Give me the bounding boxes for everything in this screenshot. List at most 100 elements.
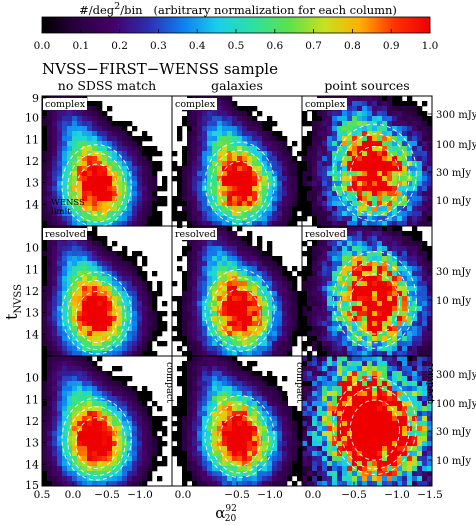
- heatmap-cell: [57, 166, 62, 171]
- heatmap-cell: [152, 401, 157, 406]
- heatmap-cell: [367, 331, 372, 336]
- heatmap-cell: [132, 191, 137, 196]
- heatmap-cell: [242, 131, 247, 136]
- heatmap-cell: [72, 386, 77, 391]
- heatmap-cell: [207, 131, 212, 136]
- heatmap-cell: [122, 406, 127, 411]
- heatmap-cell: [237, 206, 242, 211]
- heatmap-cell: [417, 261, 422, 266]
- heatmap-cell: [352, 241, 357, 246]
- heatmap-cell: [187, 346, 192, 351]
- heatmap-cell: [87, 411, 92, 416]
- heatmap-cell: [407, 151, 412, 156]
- heatmap-cell: [337, 121, 342, 126]
- heatmap-cell: [117, 271, 122, 276]
- heatmap-cell: [312, 356, 317, 361]
- heatmap-cell: [112, 291, 117, 296]
- heatmap-cell: [47, 111, 52, 116]
- heatmap-cell: [102, 176, 107, 181]
- heatmap-cell: [392, 136, 397, 141]
- heatmap-cell: [347, 136, 352, 141]
- heatmap-cell: [397, 376, 402, 381]
- heatmap-cell: [327, 406, 332, 411]
- heatmap-cell: [382, 286, 387, 291]
- heatmap-cell: [77, 356, 82, 361]
- heatmap-cell: [292, 291, 297, 296]
- heatmap-cell: [152, 416, 157, 421]
- heatmap-cell: [237, 191, 242, 196]
- heatmap-cell: [397, 281, 402, 286]
- heatmap-cell: [107, 466, 112, 471]
- heatmap-cell: [377, 186, 382, 191]
- heatmap-cell: [417, 116, 422, 121]
- heatmap-cell: [57, 466, 62, 471]
- heatmap-cell: [267, 146, 272, 151]
- heatmap-cell: [227, 311, 232, 316]
- heatmap-cell: [62, 436, 67, 441]
- heatmap-cell: [337, 326, 342, 331]
- heatmap-cell: [182, 456, 187, 461]
- heatmap-cell: [82, 141, 87, 146]
- heatmap-cell: [277, 401, 282, 406]
- heatmap-cell: [282, 191, 287, 196]
- heatmap-cell: [197, 331, 202, 336]
- heatmap-cell: [417, 156, 422, 161]
- heatmap-cell: [352, 231, 357, 236]
- heatmap-cell: [387, 171, 392, 176]
- heatmap-cell: [277, 201, 282, 206]
- heatmap-cell: [112, 166, 117, 171]
- heatmap-cell: [272, 386, 277, 391]
- heatmap-cell: [117, 216, 122, 221]
- heatmap-cell: [172, 176, 177, 181]
- heatmap-cell: [417, 321, 422, 326]
- heatmap-cell: [377, 191, 382, 196]
- heatmap-cell: [412, 261, 417, 266]
- heatmap-cell: [57, 361, 62, 366]
- heatmap-cell: [147, 321, 152, 326]
- heatmap-cell: [182, 316, 187, 321]
- heatmap-cell: [207, 211, 212, 216]
- heatmap-cell: [227, 256, 232, 261]
- heatmap-cell: [352, 296, 357, 301]
- heatmap-cell: [177, 421, 182, 426]
- heatmap-cell: [287, 321, 292, 326]
- heatmap-cell: [222, 236, 227, 241]
- heatmap-cell: [412, 316, 417, 321]
- heatmap-cell: [422, 126, 427, 131]
- heatmap-cell: [417, 176, 422, 181]
- heatmap-cell: [192, 461, 197, 466]
- heatmap-cell: [117, 451, 122, 456]
- heatmap-cell: [77, 281, 82, 286]
- heatmap-cell: [317, 296, 322, 301]
- heatmap-cell: [422, 211, 427, 216]
- heatmap-cell: [47, 286, 52, 291]
- heatmap-cell: [332, 111, 337, 116]
- heatmap-cell: [47, 166, 52, 171]
- heatmap-cell: [422, 256, 427, 261]
- heatmap-cell: [42, 186, 47, 191]
- heatmap-cell: [387, 111, 392, 116]
- heatmap-cell: [312, 166, 317, 171]
- heatmap-cell: [322, 136, 327, 141]
- heatmap-cell: [362, 206, 367, 211]
- heatmap-cell: [242, 111, 247, 116]
- heatmap-cell: [302, 301, 307, 306]
- heatmap-cell: [57, 436, 62, 441]
- heatmap-cell: [317, 376, 322, 381]
- heatmap-cell: [387, 156, 392, 161]
- heatmap-cell: [317, 211, 322, 216]
- heatmap-cell: [92, 101, 97, 106]
- heatmap-cell: [87, 381, 92, 386]
- heatmap-cell: [262, 121, 267, 126]
- heatmap-cell: [317, 176, 322, 181]
- heatmap-panel: [172, 356, 302, 486]
- heatmap-cell: [207, 356, 212, 361]
- heatmap-cell: [422, 286, 427, 291]
- heatmap-cell: [292, 296, 297, 301]
- heatmap-cell: [152, 196, 157, 201]
- heatmap-cell: [372, 166, 377, 171]
- heatmap-cell: [147, 441, 152, 446]
- heatmap-cell: [147, 281, 152, 286]
- heatmap-cell: [382, 186, 387, 191]
- heatmap-cell: [367, 371, 372, 376]
